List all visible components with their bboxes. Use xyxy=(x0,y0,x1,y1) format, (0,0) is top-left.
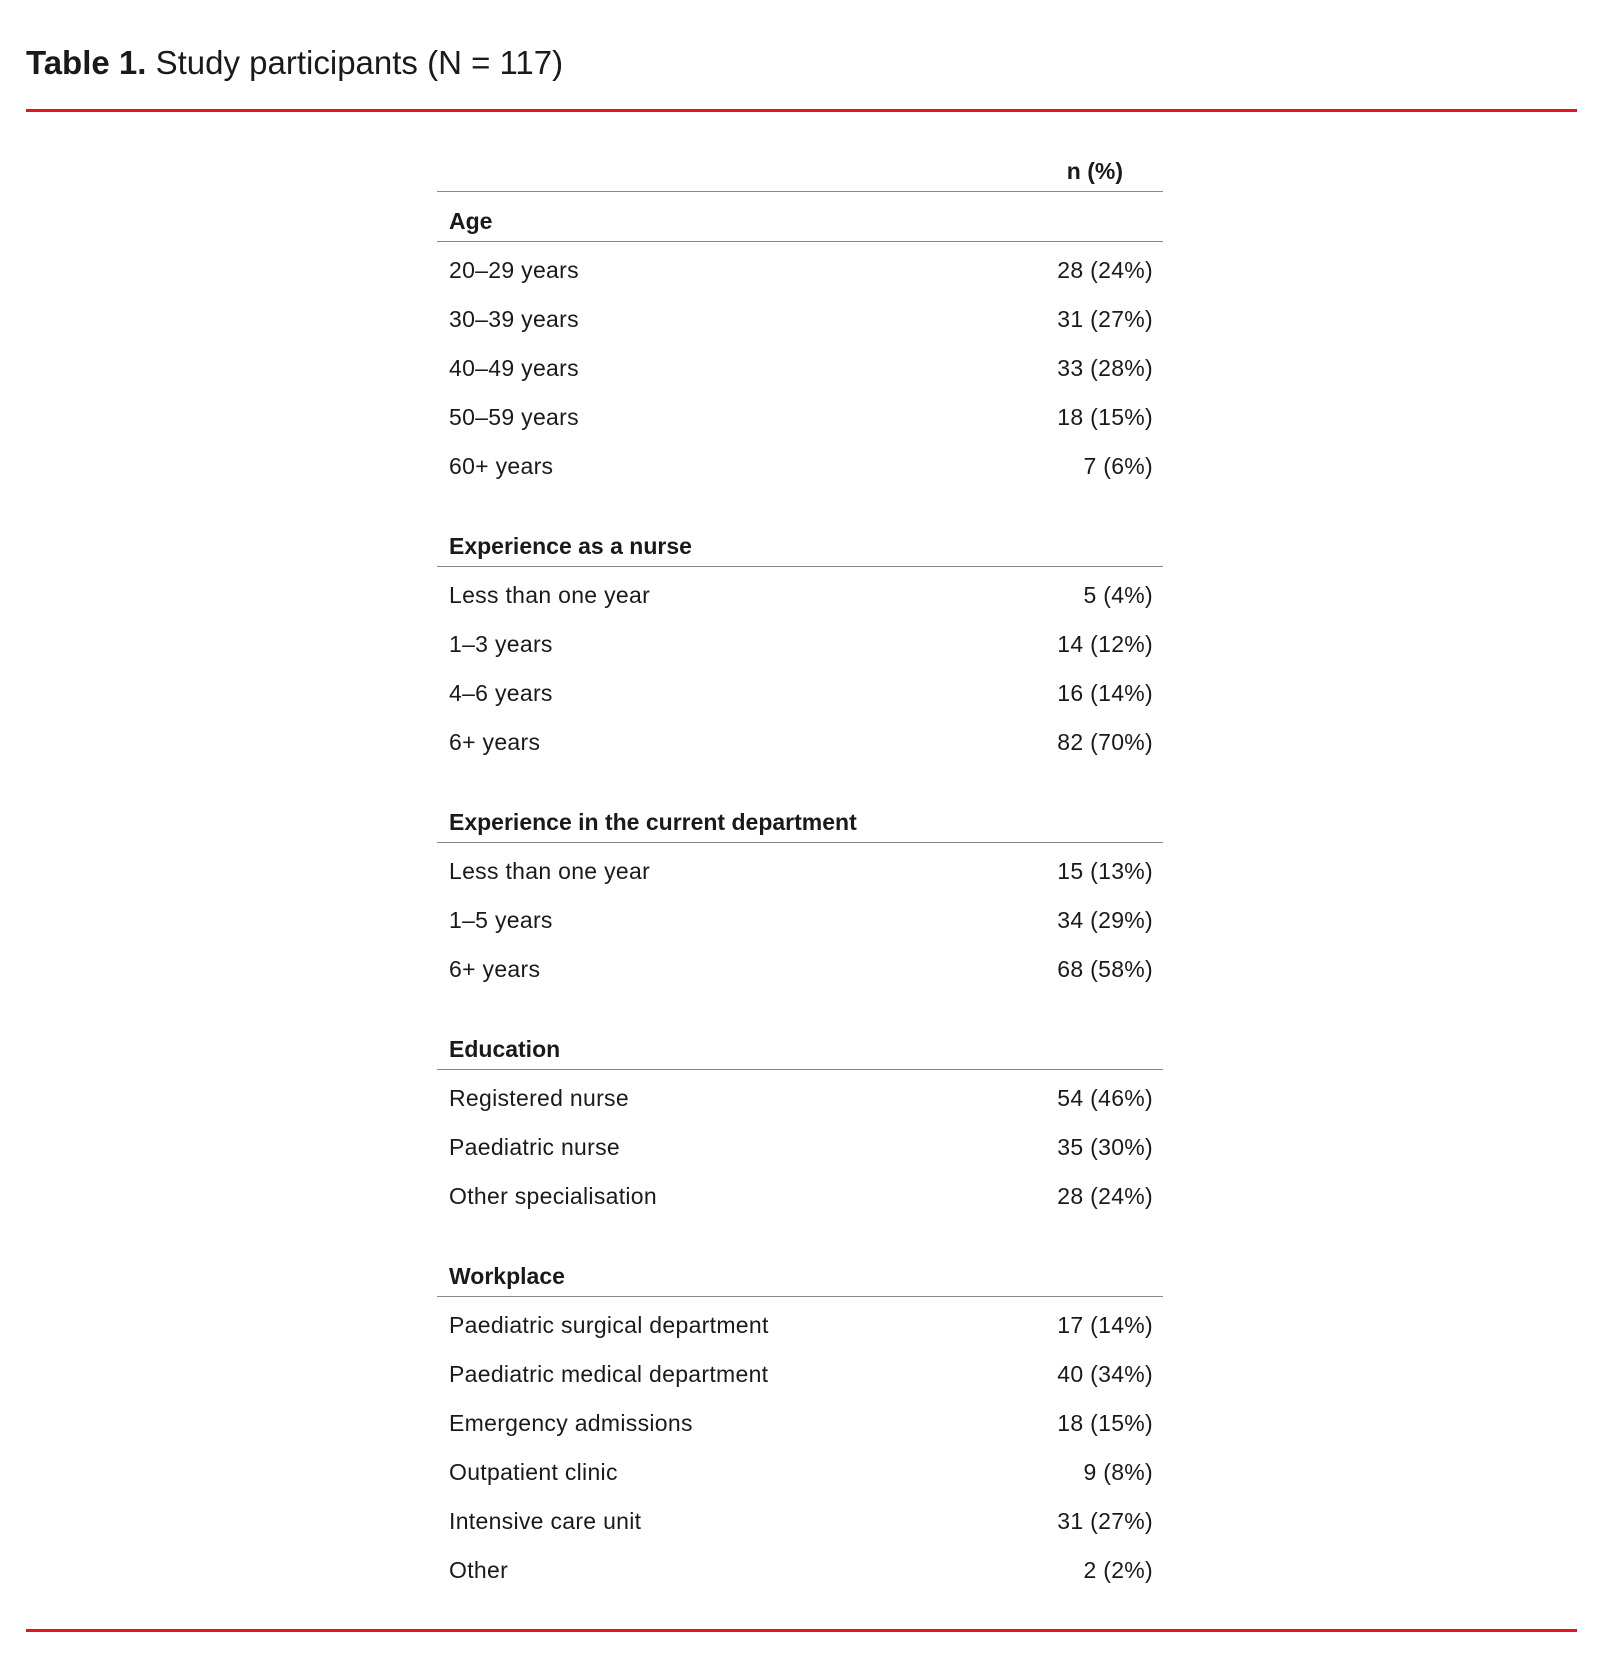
row-value: 31 (27%) xyxy=(1057,306,1153,332)
section-rows: 20–29 years 28 (24%) 30–39 years 31 (27%) 40… xyxy=(437,242,1163,491)
row-label: 30–39 years xyxy=(449,306,579,332)
row-label: 20–29 years xyxy=(449,257,579,283)
row-label: Other specialisation xyxy=(449,1183,657,1209)
section-rows: Paediatric surgical department 17 (14%) Pa… xyxy=(437,1297,1163,1595)
row-value: 17 (14%) xyxy=(1057,1312,1153,1338)
row-value: 28 (24%) xyxy=(1057,257,1153,283)
table-row: Other specialisation 28 (24%) xyxy=(437,1172,1163,1221)
table-row: 1–3 years 14 (12%) xyxy=(437,620,1163,669)
row-value: 5 (4%) xyxy=(1083,582,1153,608)
row-label: Other xyxy=(449,1557,509,1583)
row-label: Paediatric surgical department xyxy=(449,1312,769,1338)
table-row: Intensive care unit 31 (27%) xyxy=(437,1497,1163,1546)
table-section: Experience as a nurse Less than one year 5… xyxy=(437,526,1163,767)
row-value: 2 (2%) xyxy=(1083,1557,1153,1583)
bottom-rule xyxy=(26,1629,1577,1632)
row-label: Registered nurse xyxy=(449,1085,629,1111)
table-section: Workplace Paediatric surgical department 1… xyxy=(437,1256,1163,1595)
section-heading: Experience as a nurse xyxy=(437,526,1163,567)
row-value: 33 (28%) xyxy=(1057,355,1153,381)
section-rows: Less than one year 5 (4%) 1–3 years 14 (12%… xyxy=(437,567,1163,767)
row-value: 82 (70%) xyxy=(1057,729,1153,755)
table-section: Age 20–29 years 28 (24%) 30–39 years 31 (27%… xyxy=(437,201,1163,491)
row-label: Emergency admissions xyxy=(449,1410,693,1436)
row-label: Paediatric nurse xyxy=(449,1134,620,1160)
row-label: 60+ years xyxy=(449,453,554,479)
row-value: 40 (34%) xyxy=(1057,1361,1153,1387)
row-value: 9 (8%) xyxy=(1083,1459,1153,1485)
row-value: 68 (58%) xyxy=(1057,956,1153,982)
table-row: 60+ years 7 (6%) xyxy=(437,442,1163,491)
row-value: 14 (12%) xyxy=(1057,631,1153,657)
section-rows: Registered nurse 54 (46%) Paediatric nurse… xyxy=(437,1070,1163,1221)
row-label: Less than one year xyxy=(449,858,651,884)
row-value: 18 (15%) xyxy=(1057,1410,1153,1436)
table-row: Paediatric surgical department 17 (14%) xyxy=(437,1301,1163,1350)
table-row: Other 2 (2%) xyxy=(437,1546,1163,1595)
table-row: Emergency admissions 18 (15%) xyxy=(437,1399,1163,1448)
table-section: Experience in the current department Less… xyxy=(437,802,1163,994)
table-row: 4–6 years 16 (14%) xyxy=(437,669,1163,718)
section-heading: Age xyxy=(437,201,1163,242)
section-heading: Education xyxy=(437,1029,1163,1070)
section-rows: Less than one year 15 (13%) 1–5 years 34 (2… xyxy=(437,843,1163,994)
row-value: 28 (24%) xyxy=(1057,1183,1153,1209)
row-value: 31 (27%) xyxy=(1057,1508,1153,1534)
table-row: 30–39 years 31 (27%) xyxy=(437,295,1163,344)
row-value: 35 (30%) xyxy=(1057,1134,1153,1160)
row-label: Outpatient clinic xyxy=(449,1459,618,1485)
row-label: 50–59 years xyxy=(449,404,579,430)
table-row: 1–5 years 34 (29%) xyxy=(437,896,1163,945)
row-value: 15 (13%) xyxy=(1057,858,1153,884)
row-label: Less than one year xyxy=(449,582,651,608)
table-row: Paediatric medical department 40 (34%) xyxy=(437,1350,1163,1399)
row-label: 40–49 years xyxy=(449,355,579,381)
row-label: Intensive care unit xyxy=(449,1508,642,1534)
table-title: Study participants (N = 117) xyxy=(155,44,564,81)
row-value: 34 (29%) xyxy=(1057,907,1153,933)
table-row: Paediatric nurse 35 (30%) xyxy=(437,1123,1163,1172)
row-value: 54 (46%) xyxy=(1057,1085,1153,1111)
row-label: 1–3 years xyxy=(449,631,553,657)
section-heading: Workplace xyxy=(437,1256,1163,1297)
section-heading: Experience in the current department xyxy=(437,802,1163,843)
table-row: 6+ years 68 (58%) xyxy=(437,945,1163,994)
row-label: Paediatric medical department xyxy=(449,1361,769,1387)
table-section: Education Registered nurse 54 (46%) Paediat… xyxy=(437,1029,1163,1221)
row-value: 16 (14%) xyxy=(1057,680,1153,706)
row-label: 4–6 years xyxy=(449,680,553,706)
table-row: 20–29 years 28 (24%) xyxy=(437,246,1163,295)
table-row: 50–59 years 18 (15%) xyxy=(437,393,1163,442)
table-row: Less than one year 15 (13%) xyxy=(437,847,1163,896)
participants-table: n (%) Age 20–29 years 28 (24%) 30–39 years 3… xyxy=(437,151,1163,1595)
row-label: 6+ years xyxy=(449,729,541,755)
top-rule xyxy=(26,109,1577,112)
table-row: 40–49 years 33 (28%) xyxy=(437,344,1163,393)
table-number: Table 1. xyxy=(26,44,147,81)
row-label: 1–5 years xyxy=(449,907,553,933)
table-row: Less than one year 5 (4%) xyxy=(437,571,1163,620)
column-header: n (%) xyxy=(437,151,1163,192)
table-row: 6+ years 82 (70%) xyxy=(437,718,1163,767)
row-value: 7 (6%) xyxy=(1083,453,1153,479)
row-value: 18 (15%) xyxy=(1057,404,1153,430)
table-row: Outpatient clinic 9 (8%) xyxy=(437,1448,1163,1497)
table-caption: Table 1. Study participants (N = 117) xyxy=(26,42,563,84)
row-label: 6+ years xyxy=(449,956,541,982)
table-row: Registered nurse 54 (46%) xyxy=(437,1074,1163,1123)
